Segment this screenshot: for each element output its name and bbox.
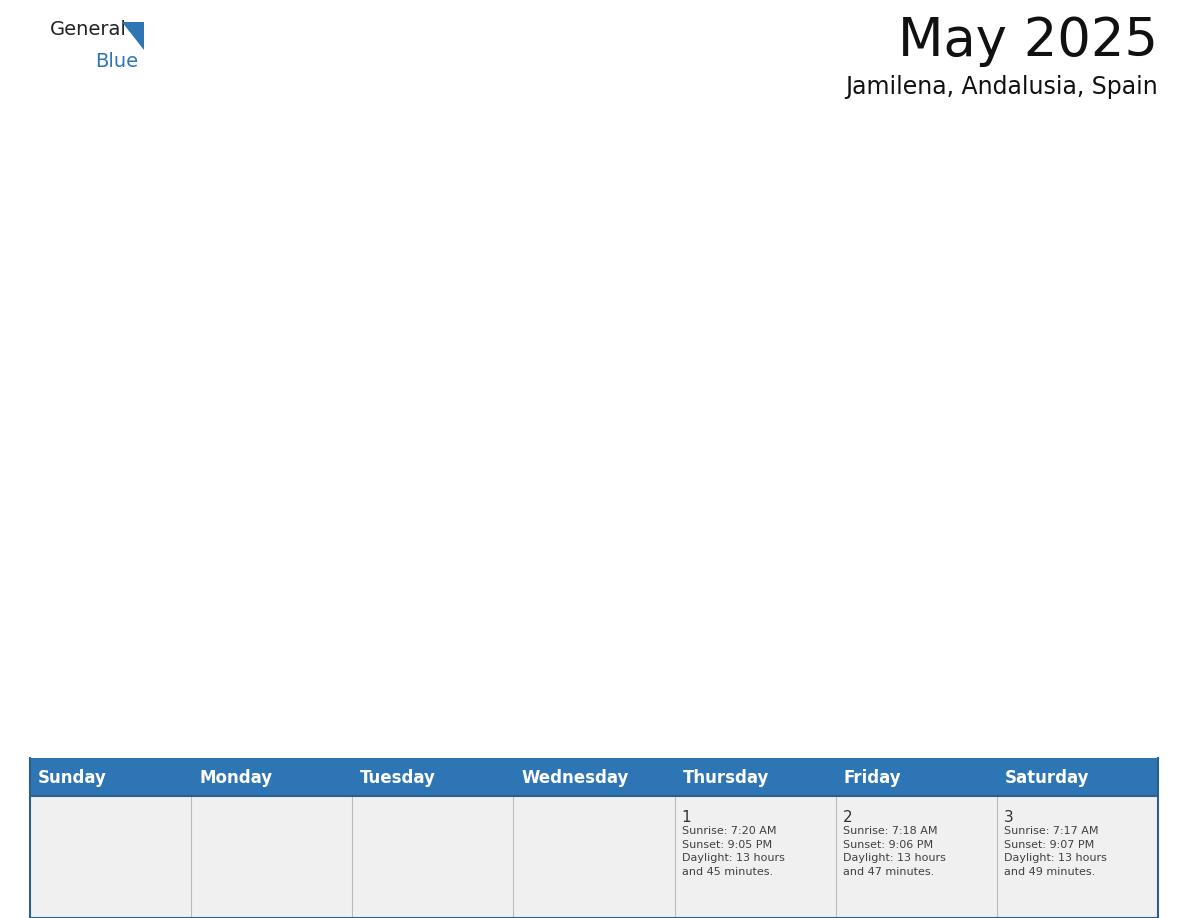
FancyBboxPatch shape: [191, 796, 353, 918]
FancyBboxPatch shape: [30, 758, 191, 796]
FancyBboxPatch shape: [835, 796, 998, 918]
FancyBboxPatch shape: [675, 758, 836, 796]
FancyBboxPatch shape: [997, 796, 1158, 918]
Text: 2: 2: [842, 810, 852, 825]
Text: General: General: [50, 20, 127, 39]
Text: Tuesday: Tuesday: [360, 768, 436, 787]
Text: Friday: Friday: [843, 768, 902, 787]
FancyBboxPatch shape: [675, 796, 836, 918]
Text: 3: 3: [1004, 810, 1013, 825]
Text: Sunrise: 7:17 AM
Sunset: 9:07 PM
Daylight: 13 hours
and 49 minutes.: Sunrise: 7:17 AM Sunset: 9:07 PM Dayligh…: [1004, 826, 1107, 877]
Text: Sunday: Sunday: [38, 768, 107, 787]
Text: Monday: Monday: [200, 768, 272, 787]
Text: Saturday: Saturday: [1005, 768, 1089, 787]
FancyBboxPatch shape: [353, 796, 514, 918]
FancyBboxPatch shape: [30, 796, 191, 918]
Text: May 2025: May 2025: [898, 15, 1158, 67]
FancyBboxPatch shape: [513, 796, 675, 918]
Text: Wednesday: Wednesday: [522, 768, 628, 787]
Text: Jamilena, Andalusia, Spain: Jamilena, Andalusia, Spain: [845, 75, 1158, 99]
FancyBboxPatch shape: [513, 758, 675, 796]
FancyBboxPatch shape: [997, 758, 1158, 796]
FancyBboxPatch shape: [353, 758, 514, 796]
FancyBboxPatch shape: [191, 758, 353, 796]
Text: Sunrise: 7:18 AM
Sunset: 9:06 PM
Daylight: 13 hours
and 47 minutes.: Sunrise: 7:18 AM Sunset: 9:06 PM Dayligh…: [842, 826, 946, 877]
Text: Sunrise: 7:20 AM
Sunset: 9:05 PM
Daylight: 13 hours
and 45 minutes.: Sunrise: 7:20 AM Sunset: 9:05 PM Dayligh…: [682, 826, 784, 877]
Text: Blue: Blue: [95, 52, 138, 71]
FancyBboxPatch shape: [835, 758, 998, 796]
Text: 1: 1: [682, 810, 691, 825]
Text: Thursday: Thursday: [683, 768, 769, 787]
Polygon shape: [122, 22, 144, 50]
